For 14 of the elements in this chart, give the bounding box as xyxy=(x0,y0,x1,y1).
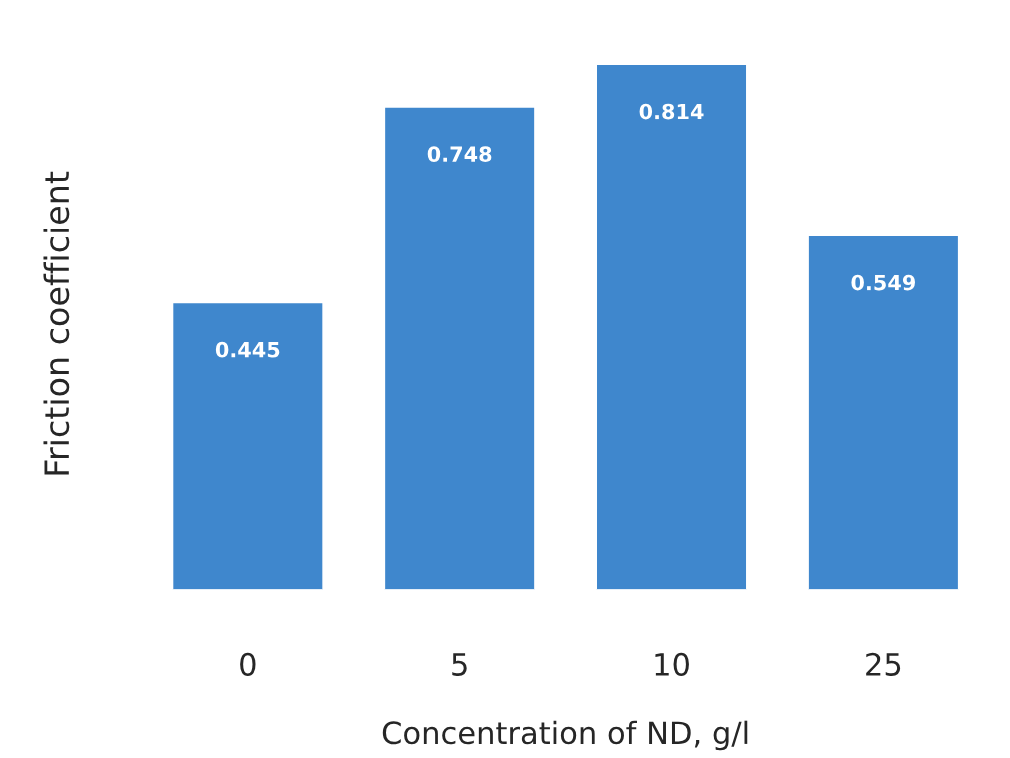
bar xyxy=(171,301,324,590)
x-axis-title: Concentration of ND, g/l xyxy=(382,720,748,751)
x-tick-label: 5 xyxy=(452,653,467,676)
x-tick-label: 10 xyxy=(655,652,689,676)
bar xyxy=(595,63,748,590)
x-tick-label: 0 xyxy=(240,652,256,676)
data-label: 0.549 xyxy=(851,274,915,291)
data-label: 0.814 xyxy=(639,103,704,120)
bar xyxy=(383,106,536,590)
x-tick-label: 25 xyxy=(866,652,901,676)
bar xyxy=(807,234,960,590)
data-label: 0.445 xyxy=(215,341,280,358)
data-label: 0.748 xyxy=(427,146,492,162)
y-axis-title: Friction coefficient xyxy=(43,171,70,475)
